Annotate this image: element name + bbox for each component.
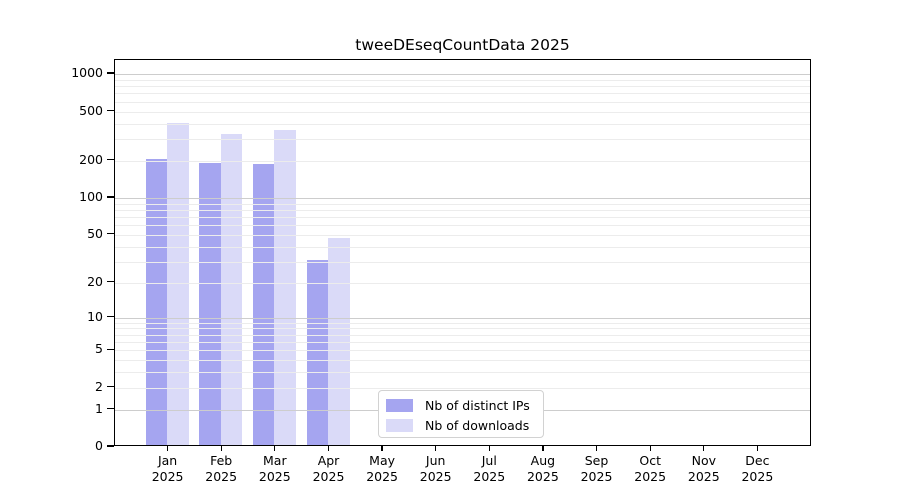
bars-layer xyxy=(115,60,810,445)
y-tick-label: 500 xyxy=(79,102,103,118)
minor-gridline xyxy=(115,160,810,162)
chart-title: tweeDEseqCountData 2025 xyxy=(355,36,570,54)
grid-layer xyxy=(115,60,810,445)
minor-gridline xyxy=(115,360,810,362)
y-tick-label: 20 xyxy=(87,273,103,289)
major-gridline xyxy=(115,197,810,199)
minor-gridline xyxy=(115,86,810,88)
y-tick-mark xyxy=(107,407,114,410)
minor-gridline xyxy=(115,387,810,389)
x-tick-label: Oct 2025 xyxy=(634,453,667,484)
y-tick-mark xyxy=(107,445,114,447)
x-tick-mark xyxy=(274,446,276,451)
plot-area xyxy=(114,59,811,446)
y-tick-label: 200 xyxy=(79,151,103,167)
y-tick-label: 10 xyxy=(87,308,103,324)
major-gridline xyxy=(115,74,810,76)
y-tick-mark xyxy=(107,281,114,283)
legend-label-downloads: Nb of downloads xyxy=(425,417,530,433)
minor-gridline xyxy=(115,225,810,227)
bar-downloads xyxy=(274,130,296,445)
minor-gridline xyxy=(115,111,810,113)
minor-gridline xyxy=(115,203,810,205)
y-tick-mark xyxy=(107,315,114,318)
minor-gridline xyxy=(115,101,810,103)
x-tick-label: Dec 2025 xyxy=(741,453,774,484)
bar-downloads xyxy=(328,238,350,445)
minor-gridline xyxy=(115,209,810,211)
y-tick-mark xyxy=(107,233,114,235)
y-tick-label: 5 xyxy=(95,341,103,357)
y-tick-label: 1 xyxy=(95,400,103,416)
x-tick-label: Jun 2025 xyxy=(419,453,452,484)
minor-gridline xyxy=(115,139,810,140)
bar-distinct-ips xyxy=(145,158,168,445)
legend-label-distinct-ips: Nb of distinct IPs xyxy=(425,397,530,413)
minor-gridline xyxy=(115,234,810,236)
y-tick-mark xyxy=(107,386,114,388)
x-tick-mark xyxy=(542,446,544,451)
y-tick-mark xyxy=(107,196,114,198)
y-tick-label: 50 xyxy=(87,225,103,241)
x-tick-mark xyxy=(488,446,490,451)
y-tick-label: 1000 xyxy=(71,65,103,81)
y-tick-label: 0 xyxy=(95,438,103,453)
minor-gridline xyxy=(115,328,810,330)
legend-item-distinct-ips: Nb of distinct IPs xyxy=(379,395,543,415)
legend: Nb of distinct IPs Nb of downloads xyxy=(378,390,544,438)
x-tick-mark xyxy=(381,446,383,451)
x-tick-label: Mar 2025 xyxy=(258,453,291,484)
minor-gridline xyxy=(115,334,810,336)
x-tick-mark xyxy=(166,446,169,451)
bar-distinct-ips xyxy=(306,259,328,445)
x-tick-mark xyxy=(220,446,222,451)
bar-downloads xyxy=(167,122,189,445)
x-tick-label: Aug 2025 xyxy=(526,453,559,484)
minor-gridline xyxy=(115,93,810,95)
y-tick-label: 2 xyxy=(95,378,103,394)
y-tick-label: 100 xyxy=(79,188,103,204)
x-tick-label: Nov 2025 xyxy=(687,453,720,484)
minor-gridline xyxy=(115,372,810,374)
major-gridline xyxy=(115,317,810,319)
x-tick-mark xyxy=(649,446,651,451)
bar-distinct-ips xyxy=(199,163,221,445)
x-tick-mark xyxy=(327,446,330,451)
minor-gridline xyxy=(115,123,810,125)
minor-gridline xyxy=(115,246,810,248)
legend-item-downloads: Nb of downloads xyxy=(379,415,543,435)
minor-gridline xyxy=(115,282,810,284)
x-tick-label: Jul 2025 xyxy=(473,453,506,484)
x-tick-label: Apr 2025 xyxy=(312,453,345,484)
x-tick-label: May 2025 xyxy=(366,453,398,484)
x-tick-label: Feb 2025 xyxy=(205,453,238,484)
y-tick-mark xyxy=(107,348,114,350)
y-tick-mark xyxy=(107,72,114,74)
bar-downloads xyxy=(220,133,243,445)
minor-gridline xyxy=(115,350,810,352)
legend-swatch-downloads xyxy=(386,418,413,432)
x-tick-mark xyxy=(595,446,598,451)
minor-gridline xyxy=(115,217,810,218)
x-tick-mark xyxy=(703,446,705,451)
x-tick-mark xyxy=(435,446,437,451)
minor-gridline xyxy=(115,342,810,343)
legend-swatch-distinct-ips xyxy=(386,398,413,412)
y-tick-mark xyxy=(107,159,114,161)
x-tick-label: Jan 2025 xyxy=(151,453,184,484)
minor-gridline xyxy=(115,322,810,324)
x-tick-mark xyxy=(756,446,759,451)
minor-gridline xyxy=(115,261,810,263)
bar-distinct-ips xyxy=(252,164,275,445)
minor-gridline xyxy=(115,79,810,81)
x-tick-label: Sep 2025 xyxy=(580,453,613,484)
y-tick-mark xyxy=(107,109,114,112)
